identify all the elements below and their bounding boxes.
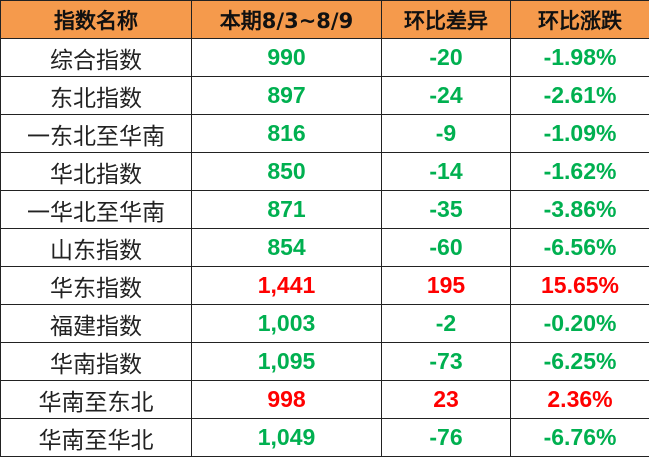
- row-name: 华南指数: [0, 342, 192, 381]
- row-current: 816: [191, 114, 382, 153]
- row-diff: -76: [381, 418, 511, 457]
- table-row: 华北指数 850 -14 -1.62%: [0, 152, 649, 191]
- row-name: 综合指数: [0, 38, 192, 77]
- row-name: 华东指数: [0, 266, 192, 305]
- row-pct: -6.76%: [510, 418, 649, 457]
- row-diff: 23: [381, 380, 511, 419]
- table-row: 华南指数 1,095 -73 -6.25%: [0, 342, 649, 381]
- header-current: 本期8/3~8/9: [191, 0, 382, 39]
- row-pct: -6.25%: [510, 342, 649, 381]
- table-row: 福建指数 1,003 -2 -0.20%: [0, 304, 649, 343]
- row-pct: -2.61%: [510, 76, 649, 115]
- table-row: 华东指数 1,441 195 15.65%: [0, 266, 649, 305]
- header-name: 指数名称: [0, 0, 192, 39]
- row-current: 1,095: [191, 342, 382, 381]
- row-pct: -6.56%: [510, 228, 649, 267]
- row-pct: 15.65%: [510, 266, 649, 305]
- header-diff: 环比差异: [381, 0, 511, 39]
- table-row: 华南至华北 1,049 -76 -6.76%: [0, 418, 649, 457]
- table-row: 一华北至华南 871 -35 -3.86%: [0, 190, 649, 229]
- row-pct: -0.20%: [510, 304, 649, 343]
- row-pct: -1.98%: [510, 38, 649, 77]
- row-diff: -9: [381, 114, 511, 153]
- table-row: 一东北至华南 816 -9 -1.09%: [0, 114, 649, 153]
- row-current: 1,003: [191, 304, 382, 343]
- header-row: 指数名称 本期8/3~8/9 环比差异 环比涨跌: [0, 0, 649, 39]
- row-name: 华北指数: [0, 152, 192, 191]
- row-current: 850: [191, 152, 382, 191]
- row-current: 990: [191, 38, 382, 77]
- row-current: 998: [191, 380, 382, 419]
- row-diff: -35: [381, 190, 511, 229]
- row-diff: 195: [381, 266, 511, 305]
- row-name: 山东指数: [0, 228, 192, 267]
- row-diff: -14: [381, 152, 511, 191]
- row-name: 华南至华北: [0, 418, 192, 457]
- row-diff: -24: [381, 76, 511, 115]
- table-row: 综合指数 990 -20 -1.98%: [0, 38, 649, 77]
- row-pct: 2.36%: [510, 380, 649, 419]
- row-name: 福建指数: [0, 304, 192, 343]
- header-pct: 环比涨跌: [510, 0, 649, 39]
- row-name: 一东北至华南: [0, 114, 192, 153]
- row-pct: -1.09%: [510, 114, 649, 153]
- row-diff: -20: [381, 38, 511, 77]
- table-row: 东北指数 897 -24 -2.61%: [0, 76, 649, 115]
- row-current: 854: [191, 228, 382, 267]
- row-current: 871: [191, 190, 382, 229]
- row-name: 一华北至华南: [0, 190, 192, 229]
- row-current: 1,441: [191, 266, 382, 305]
- row-current: 1,049: [191, 418, 382, 457]
- table-row: 华南至东北 998 23 2.36%: [0, 380, 649, 419]
- row-diff: -60: [381, 228, 511, 267]
- row-pct: -3.86%: [510, 190, 649, 229]
- row-current: 897: [191, 76, 382, 115]
- row-pct: -1.62%: [510, 152, 649, 191]
- table-row: 山东指数 854 -60 -6.56%: [0, 228, 649, 267]
- row-name: 华南至东北: [0, 380, 192, 419]
- row-diff: -2: [381, 304, 511, 343]
- row-name: 东北指数: [0, 76, 192, 115]
- row-diff: -73: [381, 342, 511, 381]
